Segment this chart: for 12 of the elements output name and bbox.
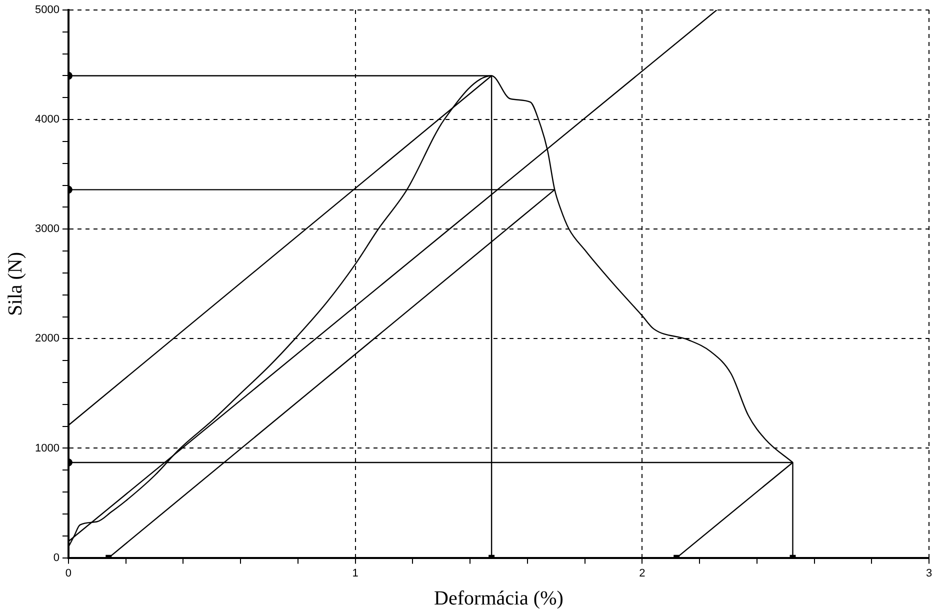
y-tick-label: 5000 [34,4,60,16]
y-tick-label: 4000 [34,114,60,126]
y-tick-label: 2000 [34,332,60,345]
y-tick-label: 0 [53,552,60,564]
x-tick-label: 3 [926,567,932,580]
x-axis-title: Deformácia (%) [434,587,564,610]
x-tick-label: 2 [639,567,646,580]
y-axis-title: Sila (N) [4,252,26,316]
x-tick-label: 0 [65,567,72,580]
y-tick-label: 3000 [34,223,60,236]
y-tick-label: 1000 [34,442,60,454]
x-tick-label: 1 [352,567,358,580]
